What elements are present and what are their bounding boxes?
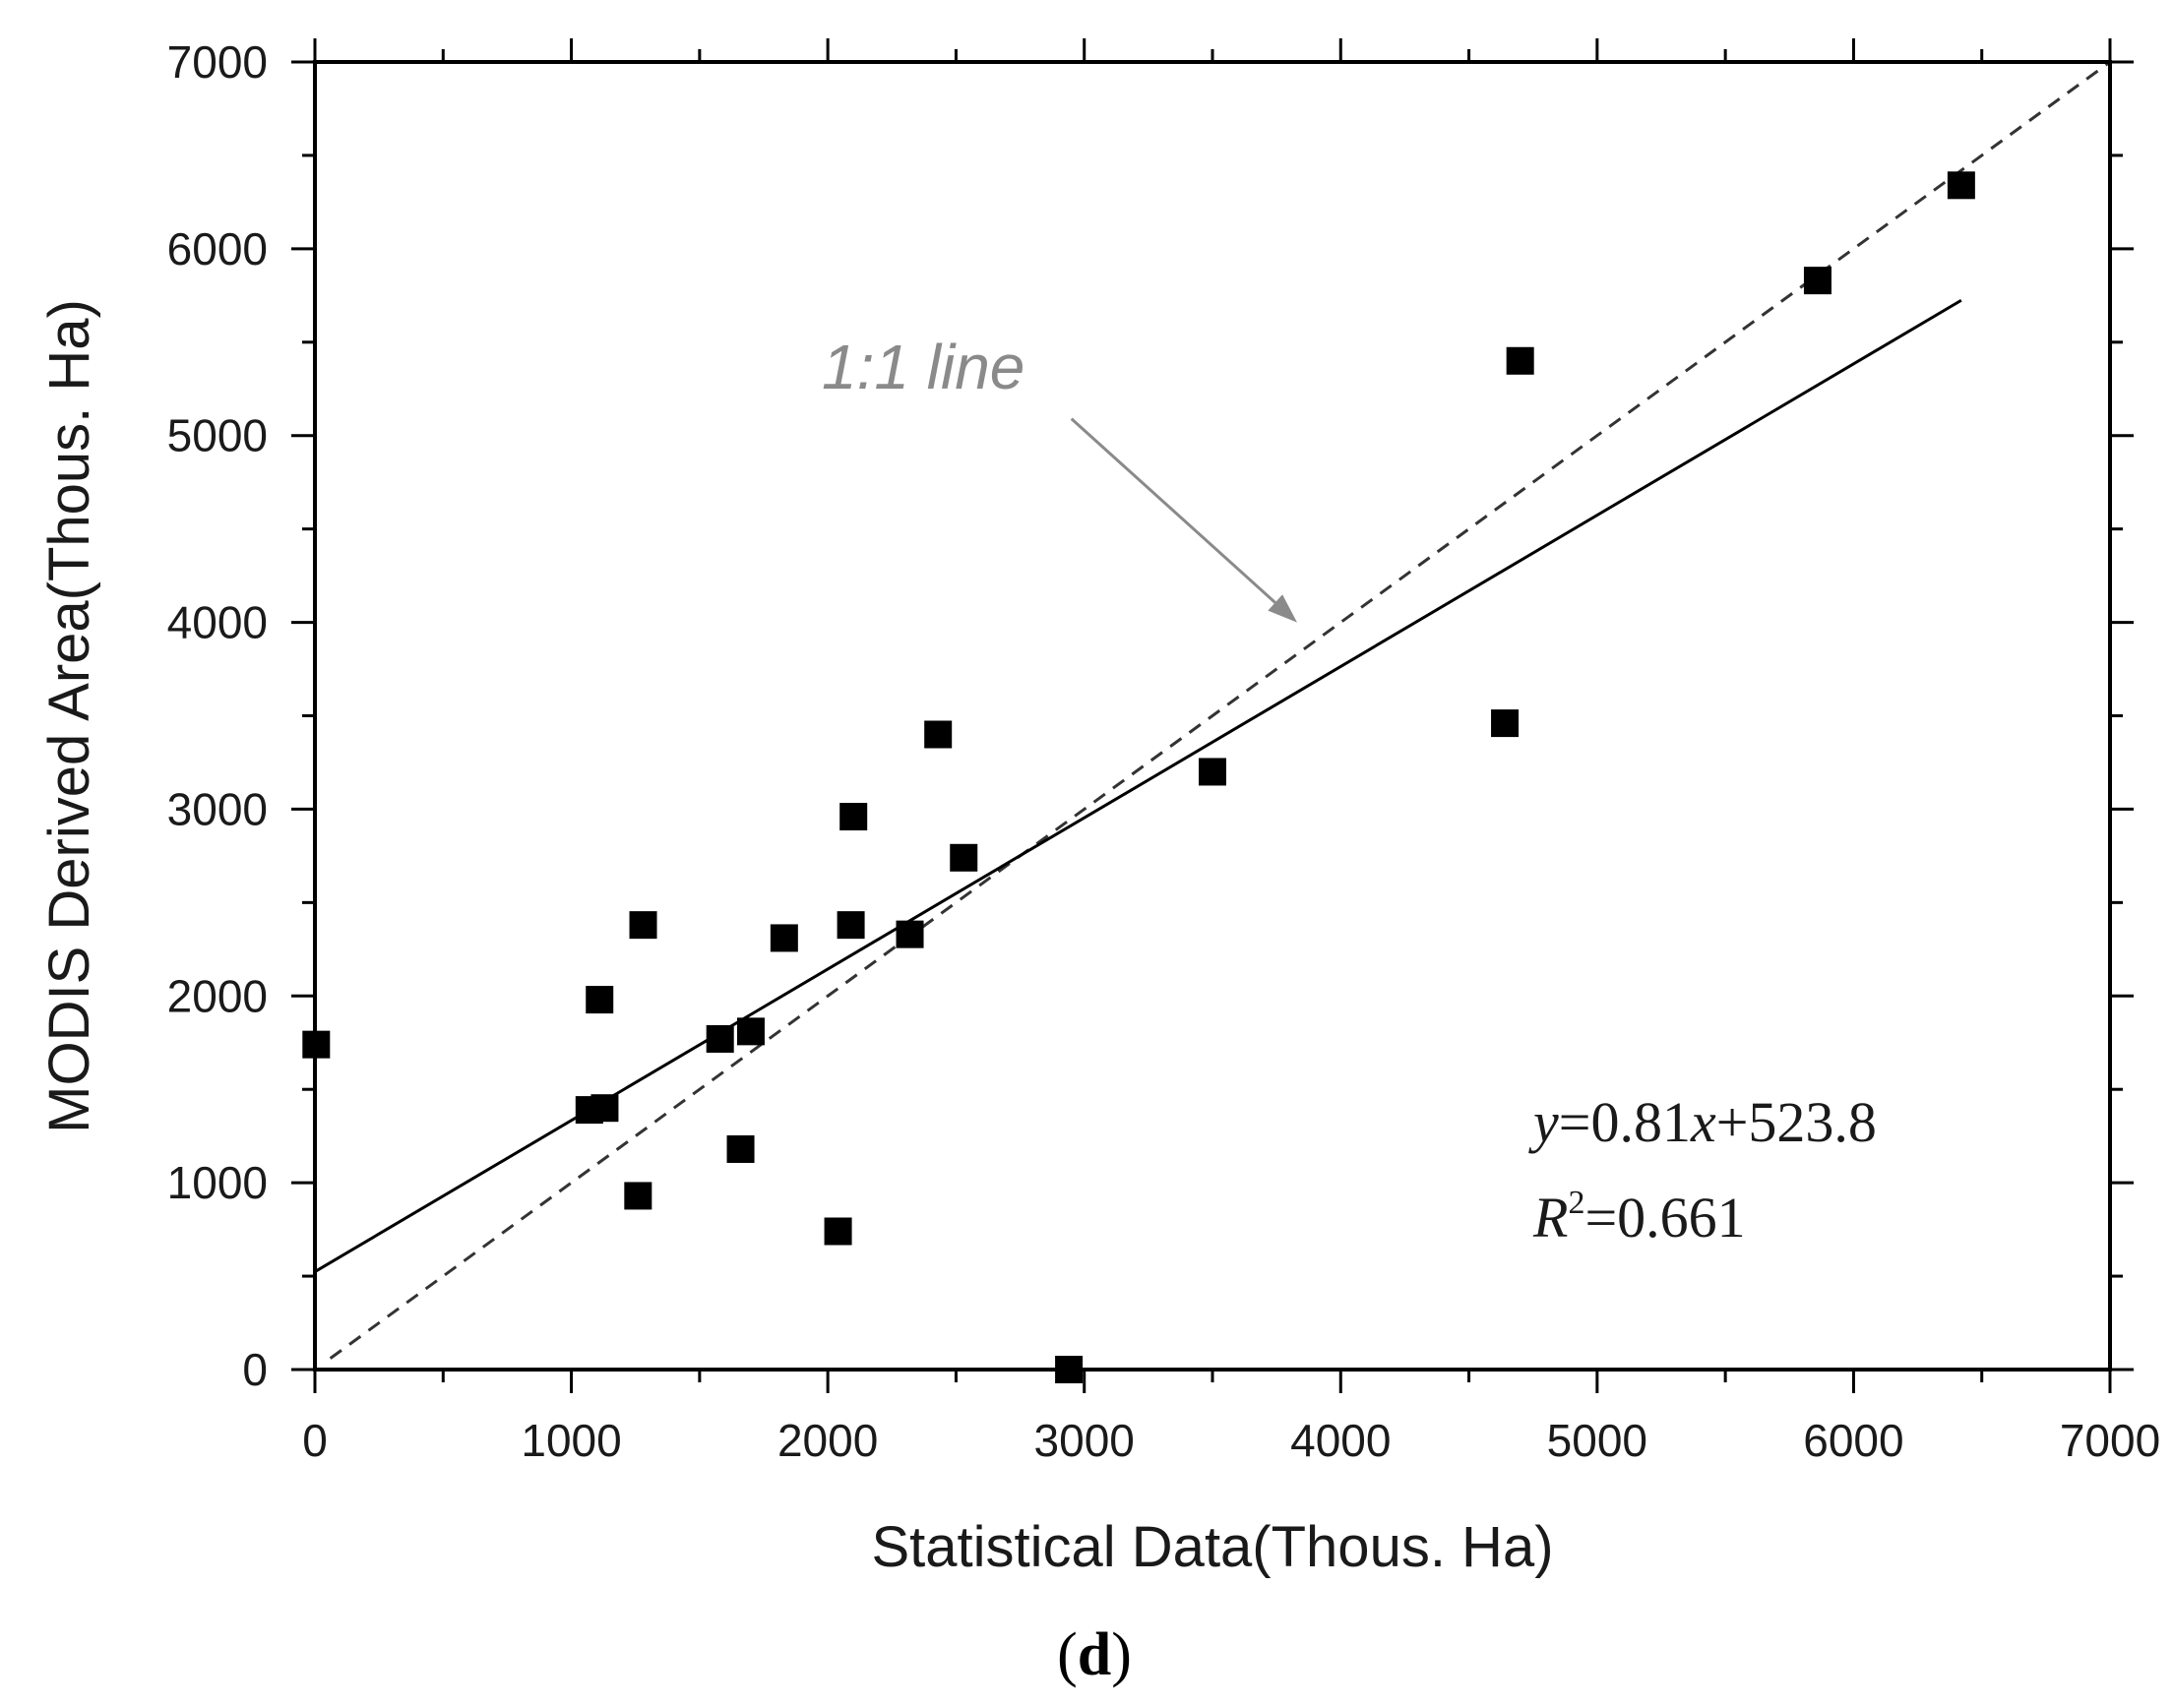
data-point	[629, 911, 657, 940]
y-axis-title: MODIS Derived Area(Thous. Ha)	[37, 299, 101, 1133]
equation-coef: =0.81	[1559, 1090, 1691, 1154]
x-axis-title: Statistical Data(Thous. Ha)	[871, 1515, 1553, 1579]
data-point	[586, 986, 614, 1014]
data-point	[1199, 758, 1226, 786]
data-point	[896, 920, 924, 948]
panel-close-paren: )	[1111, 1621, 1132, 1688]
data-point	[770, 924, 798, 952]
axis-ticks	[291, 38, 2134, 1393]
data-point	[824, 1217, 852, 1246]
y-tick-label: 4000	[167, 597, 268, 648]
r-squared-value: =0.661	[1584, 1186, 1745, 1250]
x-tick-label: 0	[302, 1415, 328, 1466]
r-superscript: 2	[1568, 1185, 1584, 1221]
plot-frame	[313, 60, 2112, 1372]
y-tick-labels: 0 1000 2000 3000 4000 5000 6000 7000	[167, 36, 268, 1395]
r-symbol: R	[1532, 1186, 1568, 1250]
data-point	[1491, 709, 1520, 738]
data-point	[736, 1017, 765, 1046]
r-squared: R2=0.661	[1532, 1185, 1746, 1250]
arrow-head	[1268, 594, 1297, 623]
identity-line-label: 1:1 line	[822, 332, 1024, 402]
annotation-arrow	[1070, 417, 1297, 623]
panel-open-paren: (	[1057, 1621, 1078, 1688]
regression-equation: y=0.81x+523.8	[1528, 1090, 1877, 1154]
equation-intercept: +523.8	[1716, 1090, 1877, 1154]
data-point	[726, 1134, 755, 1163]
data-point	[950, 843, 978, 872]
panel-letter: d	[1078, 1621, 1111, 1688]
data-point	[1506, 346, 1534, 375]
data-point	[839, 803, 868, 831]
data-point	[706, 1024, 734, 1053]
x-tick-label: 1000	[521, 1415, 621, 1466]
y-tick-label: 1000	[167, 1157, 268, 1208]
y-tick-label: 7000	[167, 36, 268, 88]
x-tick-label: 7000	[2060, 1415, 2160, 1466]
x-tick-label: 3000	[1034, 1415, 1135, 1466]
x-tick-labels: 0 1000 2000 3000 4000 5000 6000 7000	[302, 1415, 2160, 1466]
y-tick-label: 3000	[167, 783, 268, 834]
panel-label: (d)	[1057, 1621, 1132, 1688]
y-tick-label: 2000	[167, 970, 268, 1021]
y-tick-label: 0	[242, 1344, 268, 1395]
arrow-shaft	[1070, 417, 1276, 604]
x-tick-label: 2000	[777, 1415, 878, 1466]
data-points	[302, 171, 1975, 1383]
data-point	[837, 911, 865, 940]
data-point	[924, 720, 953, 749]
data-point	[1947, 171, 1975, 200]
x-tick-label: 6000	[1803, 1415, 1903, 1466]
y-tick-label: 5000	[167, 410, 268, 461]
x-tick-label: 5000	[1547, 1415, 1647, 1466]
equation-y: y	[1528, 1090, 1559, 1154]
y-tick-label: 6000	[167, 223, 268, 274]
data-point	[590, 1094, 619, 1123]
data-point	[624, 1182, 652, 1210]
equation-x: x	[1690, 1090, 1716, 1154]
x-tick-label: 4000	[1290, 1415, 1391, 1466]
data-point	[1803, 267, 1832, 295]
identity-line	[329, 60, 2111, 1360]
